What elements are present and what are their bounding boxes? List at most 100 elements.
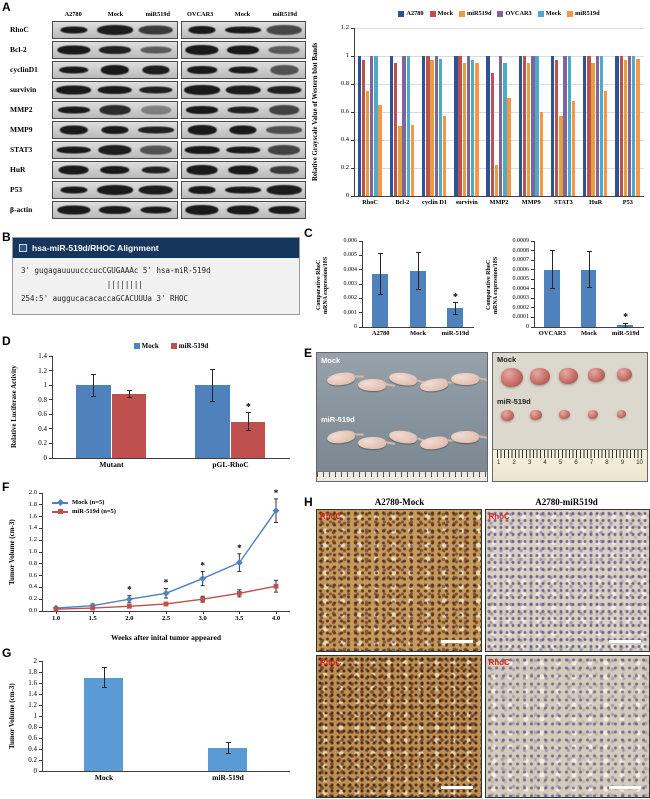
alignment-title: hsa-miR-519d/RHOC Alignment xyxy=(32,243,159,253)
category-label: MMP9 xyxy=(521,199,541,206)
data-point-marker xyxy=(163,601,169,607)
bar xyxy=(426,56,430,196)
y-tick-mark xyxy=(531,297,534,299)
protein-band xyxy=(229,66,258,74)
protein-band xyxy=(142,65,170,75)
legend-item: Mock (n=5) xyxy=(52,498,105,506)
protein-band xyxy=(60,26,88,34)
y-tick-mark xyxy=(49,442,52,444)
protein-band xyxy=(139,145,172,155)
data-point-marker xyxy=(125,595,133,603)
error-bar xyxy=(625,323,627,327)
bar xyxy=(374,56,378,196)
protein-band xyxy=(139,86,173,94)
error-cap xyxy=(378,293,384,295)
y-tick-label: 0.6 xyxy=(340,108,349,115)
chart-legend: A2780 Mock miR519d OVCAR3 Mock miR519d xyxy=(354,10,644,17)
mice-photo: Mock miR-519d xyxy=(316,352,488,482)
blot-strip xyxy=(180,121,306,139)
protein-band xyxy=(226,146,260,154)
legend-swatch xyxy=(398,10,405,17)
tumor-specimen xyxy=(588,410,598,419)
data-point-marker xyxy=(126,603,132,609)
y-tick-mark xyxy=(351,139,354,141)
protein-label: cyclinD1 xyxy=(10,65,38,74)
y-tick-label: 0.6 xyxy=(38,410,47,419)
tumor-volume-chart: Tumor Volume (cm-3) 0 0.2 0.4 0.6 0.8 1 1.2 1.4… xyxy=(6,653,300,798)
lane-header-group: OVCAR3 Mock miR519d xyxy=(179,10,306,20)
error-bar xyxy=(454,302,456,315)
y-tick-label: 1 xyxy=(345,52,349,59)
qpcr-chart-ovcar3: Comparative RhoC mRNA expression/18S 0 0.… xyxy=(484,233,650,349)
mouse-figure xyxy=(326,429,356,445)
protein-band xyxy=(56,146,91,154)
bar xyxy=(615,56,619,196)
bar xyxy=(632,56,636,196)
bar xyxy=(421,56,426,196)
bar xyxy=(430,60,434,196)
legend-label: Mock xyxy=(545,10,562,17)
error-bar xyxy=(380,253,382,295)
error-bar xyxy=(551,250,553,289)
legend-label: miR519d xyxy=(466,10,492,17)
y-tick-mark xyxy=(531,278,534,280)
y-tick-mark xyxy=(49,413,52,415)
bar xyxy=(583,56,587,196)
y-tick-mark xyxy=(39,539,42,541)
western-quantification-chart: Relative Grayscale Value of Western blot… xyxy=(312,6,650,230)
bar xyxy=(111,393,147,458)
alignment-body: 3' gugagauuuucccucCGUGAAAc 5' hsa-miR-51… xyxy=(13,258,299,312)
protein-band xyxy=(58,66,89,74)
blot-strip xyxy=(180,41,306,59)
x-tick-mark xyxy=(166,611,167,614)
bar xyxy=(462,63,466,196)
legend-line xyxy=(52,498,68,506)
group-label: Mock xyxy=(321,356,341,365)
category-label: Mutant xyxy=(99,460,124,469)
y-tick-label: 1.4 xyxy=(28,524,37,532)
protein-band xyxy=(228,165,259,175)
y-tick-mark xyxy=(39,715,42,717)
x-tick-label: 2.0 xyxy=(125,615,134,622)
error-cap xyxy=(225,741,231,743)
bar xyxy=(567,56,571,196)
bar xyxy=(454,56,458,196)
bar xyxy=(531,56,535,196)
scale-bar xyxy=(440,786,473,789)
scale-bar xyxy=(609,640,641,643)
protein-label: β-actin xyxy=(10,205,33,214)
line-chart-canvas: * * * * * xyxy=(52,488,280,612)
x-tick-label: 4.0 xyxy=(271,615,281,622)
blot-row xyxy=(52,40,306,60)
y-tick-label: 0.8 xyxy=(340,80,349,87)
mouse-figure xyxy=(451,431,479,443)
y-tick-label: 0 xyxy=(526,324,529,330)
y-tick-label: 0.4 xyxy=(28,583,37,591)
bar xyxy=(604,91,608,196)
bar xyxy=(550,56,555,196)
protein-band xyxy=(96,25,133,35)
significance-star: * xyxy=(200,560,205,570)
x-axis xyxy=(52,458,290,459)
bar xyxy=(599,56,604,196)
bar xyxy=(619,56,623,196)
ruler-number: 8 xyxy=(605,460,609,466)
data-point-marker xyxy=(90,605,96,611)
y-axis xyxy=(52,356,53,459)
protein-band xyxy=(225,85,261,95)
legend-item: Mock xyxy=(429,10,453,17)
error-cap xyxy=(549,288,555,290)
x-tick-mark xyxy=(202,611,204,614)
legend-label: Mock (n=5) xyxy=(72,499,105,506)
blot-rows xyxy=(52,20,306,220)
category-label: HuR xyxy=(589,199,603,206)
blot-strip xyxy=(180,101,306,119)
x-tick-label: 1.0 xyxy=(51,615,61,622)
bar xyxy=(406,56,410,196)
protein-band xyxy=(187,66,217,74)
protein-band xyxy=(184,146,220,154)
y-tick-label: 0 xyxy=(345,192,349,199)
western-blot-panel: A2780 Mock miR519d OVCAR3 Mock miR519d RhoC Bc… xyxy=(10,10,306,230)
y-axis xyxy=(42,493,43,612)
blot-strip xyxy=(52,201,178,219)
